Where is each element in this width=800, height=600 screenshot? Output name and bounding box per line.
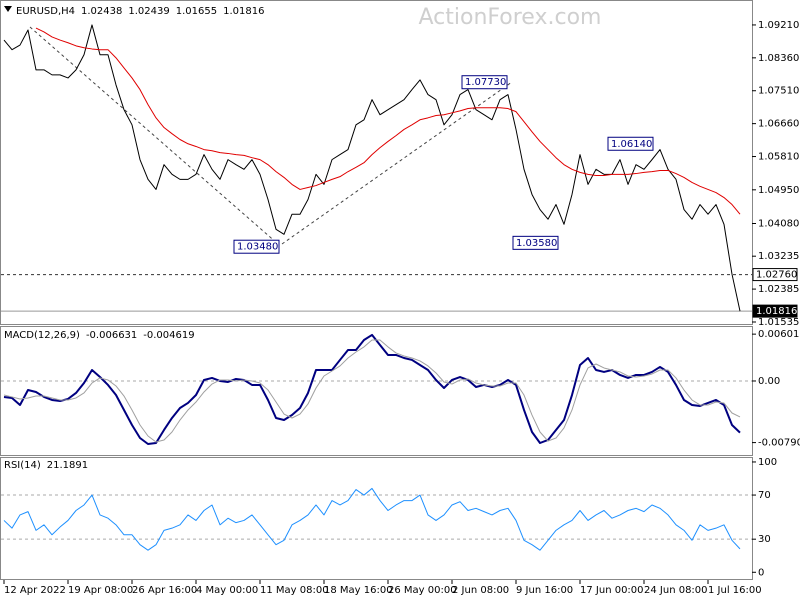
- header-value: 1.01816: [223, 6, 264, 17]
- y-tick-label: 0: [758, 567, 764, 578]
- y-tick-label: 1.04080: [758, 218, 799, 229]
- price-frame: [0, 0, 753, 325]
- y-tick-label: -0.007907: [758, 438, 800, 449]
- annotation-label: 1.03580: [516, 238, 557, 249]
- annotation-label: 1.07730: [465, 77, 506, 88]
- collapse-icon: [4, 6, 12, 12]
- x-tick-label: 9 Jun 16:00: [516, 585, 573, 596]
- header-value: 1.02438: [81, 6, 122, 17]
- rsi-frame: [0, 457, 753, 580]
- y-tick-label: 1.07510: [758, 86, 799, 97]
- price-label: 1.01816: [756, 306, 797, 317]
- header-value: -0.004619: [143, 330, 194, 341]
- panel-title: RSI(14): [4, 460, 41, 471]
- price-label: 1.02760: [756, 270, 797, 281]
- panel-header: MACD(12,26,9) -0.006631 -0.004619: [4, 330, 195, 341]
- annotation-box: [512, 235, 559, 250]
- y-tick-label: 1.05810: [758, 152, 799, 163]
- x-tick-label: 26 May 00:00: [388, 585, 457, 596]
- series-line: [3, 333, 741, 446]
- y-tick-label: 1.02385: [758, 284, 799, 295]
- x-tick-label: 19 Apr 08:00: [68, 585, 133, 596]
- x-tick-label: 18 May 16:00: [324, 585, 393, 596]
- x-tick-label: 17 Jun 00:00: [580, 585, 644, 596]
- trend-line: [281, 81, 513, 245]
- x-tick-label: 2 Jun 08:00: [452, 585, 509, 596]
- panel-title: MACD(12,26,9): [4, 330, 80, 341]
- watermark: ActionForex.com: [419, 5, 602, 30]
- y-tick-label: 1.04950: [758, 185, 799, 196]
- x-tick-label: 11 May 08:00: [260, 585, 329, 596]
- y-tick-label: 100: [758, 457, 777, 468]
- y-tick-label: 1.01535: [758, 317, 799, 328]
- series-line: [3, 24, 741, 312]
- macd-frame: [0, 326, 753, 456]
- panel-header: EURUSD,H4 1.02438 1.02439 1.01655 1.01816: [16, 6, 264, 17]
- price-label-box: [752, 304, 798, 318]
- annotation-box: [607, 136, 654, 151]
- header-value: -0.006631: [86, 330, 137, 341]
- x-tick-label: 1 Jul 16:00: [708, 585, 762, 596]
- y-tick-label: 1.03235: [758, 251, 799, 262]
- y-tick-label: 1.06660: [758, 119, 799, 130]
- price-label-box: [752, 268, 798, 282]
- x-tick-label: 26 Apr 16:00: [132, 585, 197, 596]
- annotation-label: 1.06140: [611, 139, 652, 150]
- header-value: 21.1891: [47, 460, 88, 471]
- trend-line: [29, 26, 279, 245]
- y-tick-label: 70: [758, 490, 771, 501]
- y-tick-label: 1.09210: [758, 20, 799, 31]
- header-value: 1.02439: [128, 6, 169, 17]
- series-line: [35, 27, 741, 215]
- panel-title: EURUSD,H4: [16, 6, 75, 17]
- annotation-box: [233, 239, 280, 254]
- y-tick-label: 0.006012: [758, 329, 800, 340]
- y-tick-label: 30: [758, 534, 771, 545]
- y-tick-label: 0.00: [758, 376, 780, 387]
- header-value: 1.01655: [176, 6, 217, 17]
- x-tick-label: 12 Apr 2022: [4, 585, 66, 596]
- y-tick-label: 1.08360: [758, 53, 799, 64]
- series-line: [3, 339, 741, 443]
- x-tick-label: 24 Jun 08:00: [644, 585, 708, 596]
- annotation-box: [461, 75, 508, 90]
- x-tick-label: 4 May 00:00: [196, 585, 258, 596]
- panel-header: RSI(14) 21.1891: [4, 460, 88, 471]
- annotation-label: 1.03480: [237, 242, 278, 253]
- series-line: [3, 487, 741, 551]
